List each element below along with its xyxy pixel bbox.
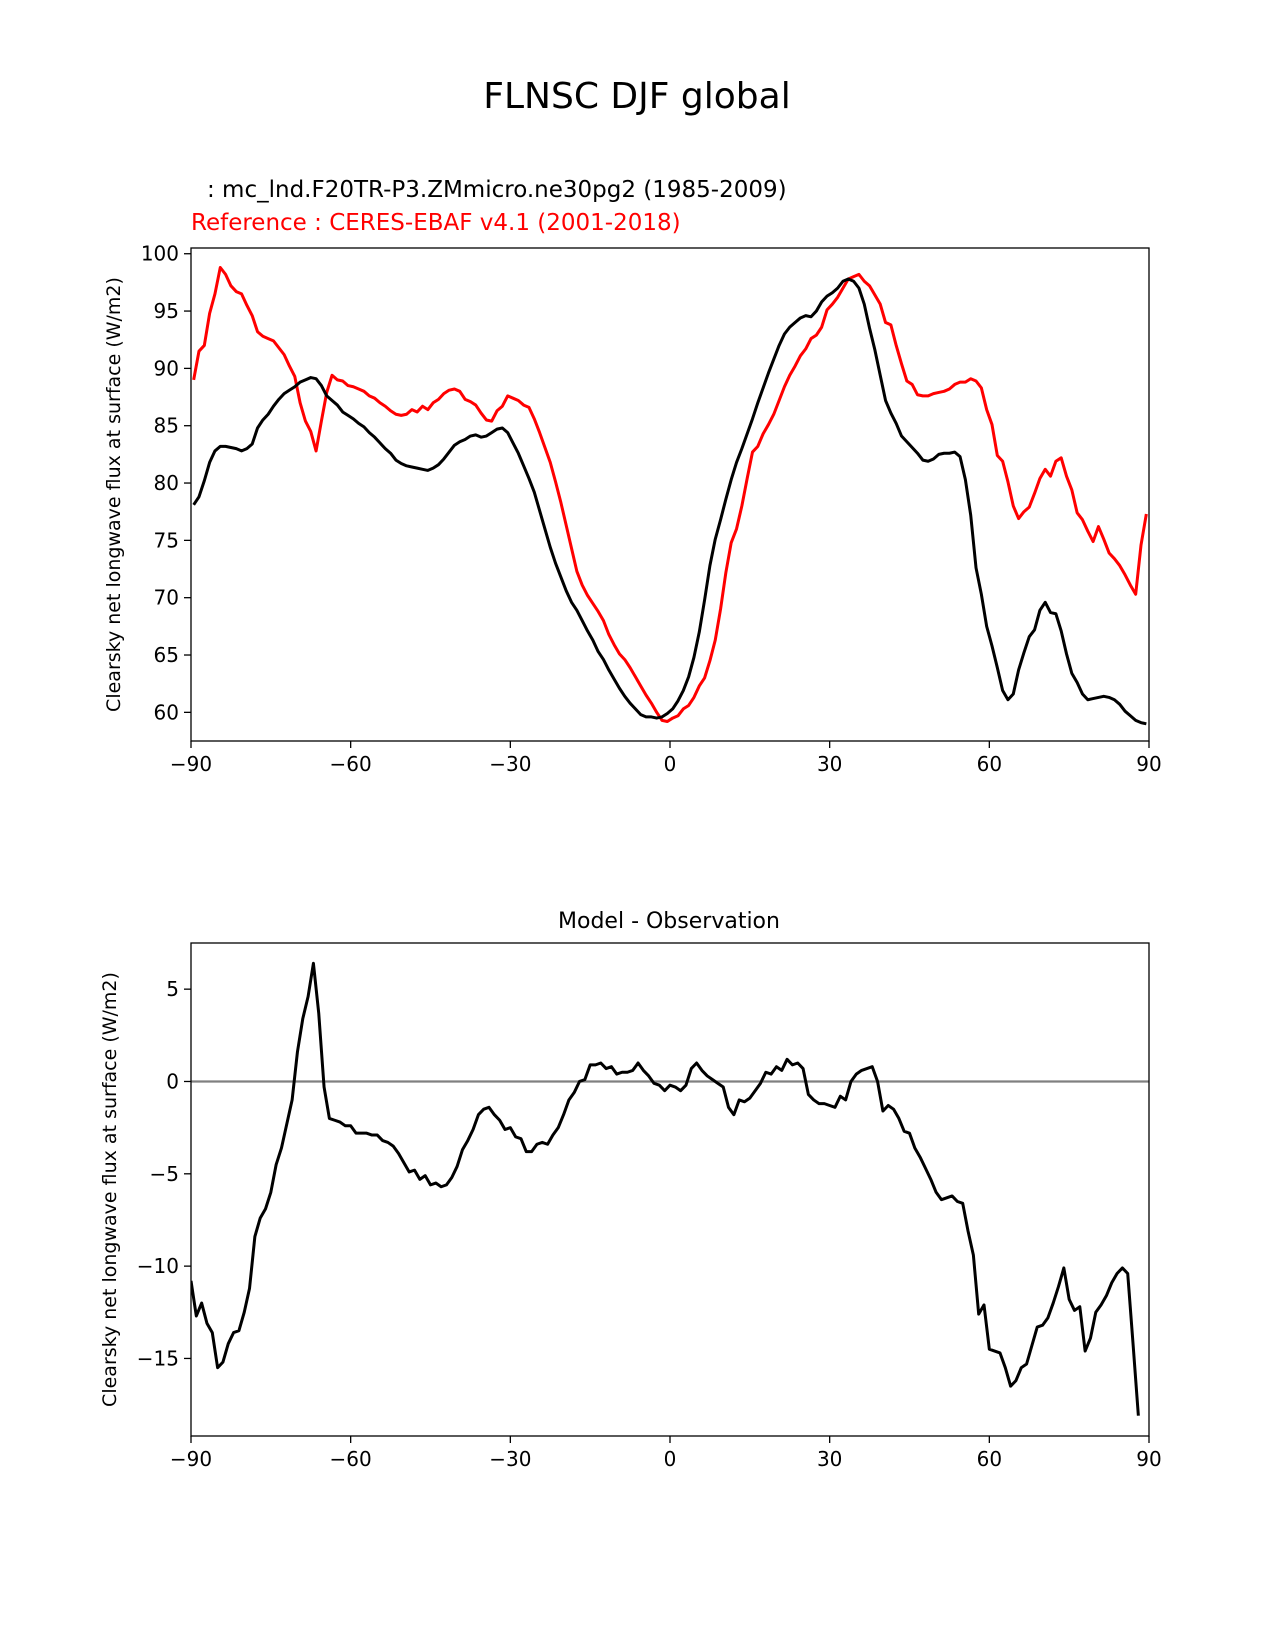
top-series-line-reference bbox=[192, 265, 1148, 724]
top-y-axis-label: Clearsky net longwave flux at surface (W… bbox=[103, 277, 125, 712]
diff-axes-frame bbox=[190, 942, 1150, 1437]
top-y-tick-label: 65 bbox=[154, 643, 179, 667]
diff-y-axis-label: Clearsky net longwave flux at surface (W… bbox=[99, 972, 121, 1407]
diff-x-tick-label: 60 bbox=[977, 1447, 1002, 1471]
difference-panel-title: Model - Observation bbox=[558, 909, 780, 934]
difference-panel: −90 −60 −30 0 30 60 90 −15 −10 −5 0 5 Clearsky net l… bbox=[99, 942, 1162, 1471]
diff-y-tick-label: 5 bbox=[166, 977, 179, 1001]
top-y-tick-label: 70 bbox=[154, 586, 179, 610]
top-x-tick-label: 60 bbox=[977, 752, 1002, 776]
diff-y-tick-label: −5 bbox=[150, 1162, 179, 1186]
top-x-tick-label: −30 bbox=[489, 752, 531, 776]
diff-x-tick-label: 0 bbox=[664, 1447, 677, 1471]
diff-series-line-model bbox=[191, 961, 1140, 1416]
top-y-tick-label: 60 bbox=[154, 700, 179, 724]
diff-x-tick-label: −30 bbox=[489, 1447, 531, 1471]
top-x-tick-label: 30 bbox=[817, 752, 842, 776]
top-x-tick-label: 90 bbox=[1136, 752, 1161, 776]
top-y-tick-label: 95 bbox=[154, 299, 179, 323]
top-y-tick-label: 80 bbox=[154, 471, 179, 495]
reference-dataset-label: Reference : CERES-EBAF v4.1 (2001-2018) bbox=[191, 210, 681, 236]
top-x-tick-label: 0 bbox=[664, 752, 677, 776]
diff-y-tick-label: −15 bbox=[137, 1346, 179, 1370]
diff-x-tick-label: 30 bbox=[817, 1447, 842, 1471]
diff-x-tick-label: 90 bbox=[1136, 1447, 1161, 1471]
top-series-line-model bbox=[192, 277, 1147, 726]
top-y-tick-label: 75 bbox=[154, 528, 179, 552]
top-x-tick-label: −90 bbox=[170, 752, 212, 776]
diff-y-tick-label: −10 bbox=[137, 1254, 179, 1278]
figure-title: FLNSC DJF global bbox=[483, 76, 790, 117]
top-x-tick-label: −60 bbox=[330, 752, 372, 776]
top-y-tick-label: 100 bbox=[141, 242, 179, 266]
top-panel: −90 −60 −30 0 30 60 90 60 65 70 75 80 85 90 95 100 Clear… bbox=[103, 242, 1162, 776]
diff-x-tick-label: −90 bbox=[170, 1447, 212, 1471]
top-y-tick-label: 90 bbox=[154, 356, 179, 380]
top-axes-frame bbox=[190, 247, 1150, 742]
test-dataset-label: : mc_lnd.F20TR-P3.ZMmicro.ne30pg2 (1985-… bbox=[207, 177, 787, 203]
top-y-tick-label: 85 bbox=[154, 414, 179, 438]
diff-y-tick-label: 0 bbox=[166, 1069, 179, 1093]
diff-x-tick-label: −60 bbox=[330, 1447, 372, 1471]
